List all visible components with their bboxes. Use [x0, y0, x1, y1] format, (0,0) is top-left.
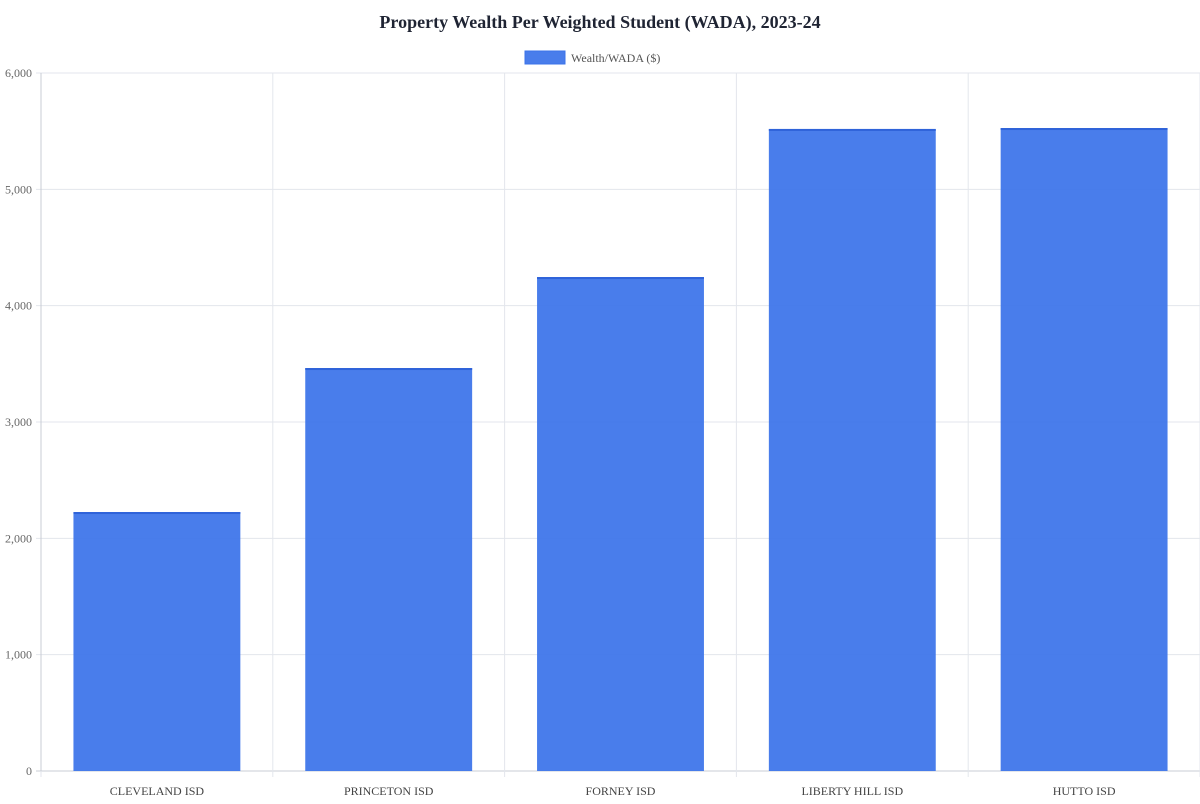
- y-tick-label: 4,000: [5, 299, 32, 313]
- bar: [73, 512, 241, 771]
- bar-top-edge: [1000, 128, 1168, 131]
- y-tick-label: 0: [26, 764, 32, 778]
- x-axis: CLEVELAND ISD PRINCETON ISD FORNEY ISD LIBE…: [110, 784, 1116, 798]
- y-tick-label: 5,000: [5, 182, 32, 196]
- legend[interactable]: Wealth/WADA ($): [524, 50, 660, 65]
- y-tick-label: 3,000: [5, 415, 32, 429]
- legend-label: Wealth/WADA ($): [571, 51, 660, 65]
- bar-top-edge: [73, 512, 241, 515]
- x-tick-label: LIBERTY HILL ISD: [801, 784, 903, 798]
- y-tick-label: 6,000: [5, 66, 32, 80]
- bar: [537, 277, 704, 771]
- x-tick-label: CLEVELAND ISD: [110, 784, 205, 798]
- bar-top-edge: [768, 128, 936, 131]
- y-tick-label: 2,000: [5, 531, 32, 545]
- bars: [73, 128, 1168, 772]
- chart-title: Property Wealth Per Weighted Student (WA…: [379, 12, 820, 33]
- bar: [768, 128, 936, 772]
- y-tick-label: 1,000: [5, 648, 32, 662]
- x-tick-label: PRINCETON ISD: [344, 784, 434, 798]
- bar: [305, 368, 473, 771]
- bar: [1000, 128, 1168, 772]
- bar-top-edge: [305, 368, 473, 371]
- x-tick-label: FORNEY ISD: [586, 784, 656, 798]
- x-tick-label: HUTTO ISD: [1053, 784, 1116, 798]
- y-axis: 0 1,000 2,000 3,000 4,000 5,000 6,000: [5, 66, 32, 778]
- legend-swatch: [524, 50, 566, 65]
- bar-top-edge: [537, 277, 704, 280]
